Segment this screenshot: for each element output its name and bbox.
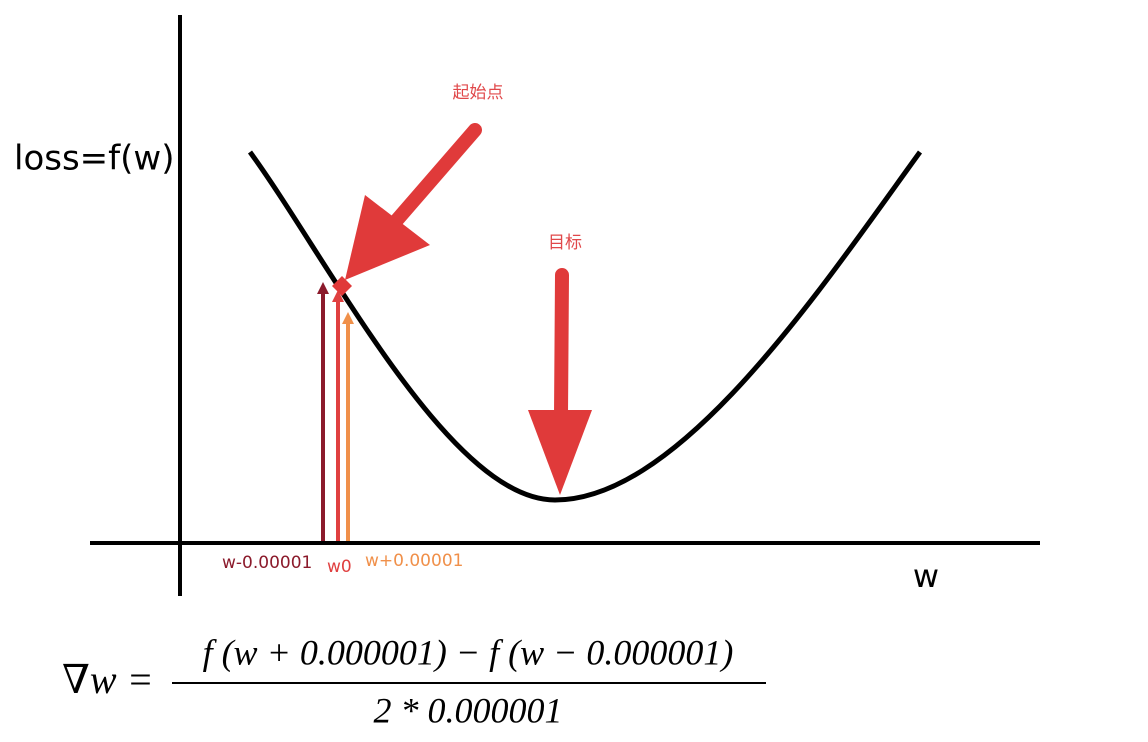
formula-numerator: f (w + 0.000001) − f (w − 0.000001) <box>203 632 734 672</box>
target-label: 目标 <box>548 233 582 253</box>
start-point <box>332 276 352 296</box>
formula-denominator: 2 * 0.000001 <box>374 690 563 730</box>
formula-lhs: ∇w = <box>62 657 154 702</box>
y-axis-label: loss=f(w) <box>14 139 174 179</box>
start-label: 起始点 <box>453 83 504 103</box>
w-minus-label: w-0.00001 <box>222 553 312 573</box>
w-plus-label: w+0.00001 <box>365 551 463 571</box>
target-arrow-shaft <box>554 268 569 422</box>
loss-curve <box>247 150 923 503</box>
target-arrow-head <box>528 410 592 495</box>
start-arrow-head <box>345 195 430 280</box>
x-axis-label: w <box>913 557 939 595</box>
w0-label: w0 <box>327 557 352 577</box>
start-arrow-shaft <box>383 123 482 235</box>
